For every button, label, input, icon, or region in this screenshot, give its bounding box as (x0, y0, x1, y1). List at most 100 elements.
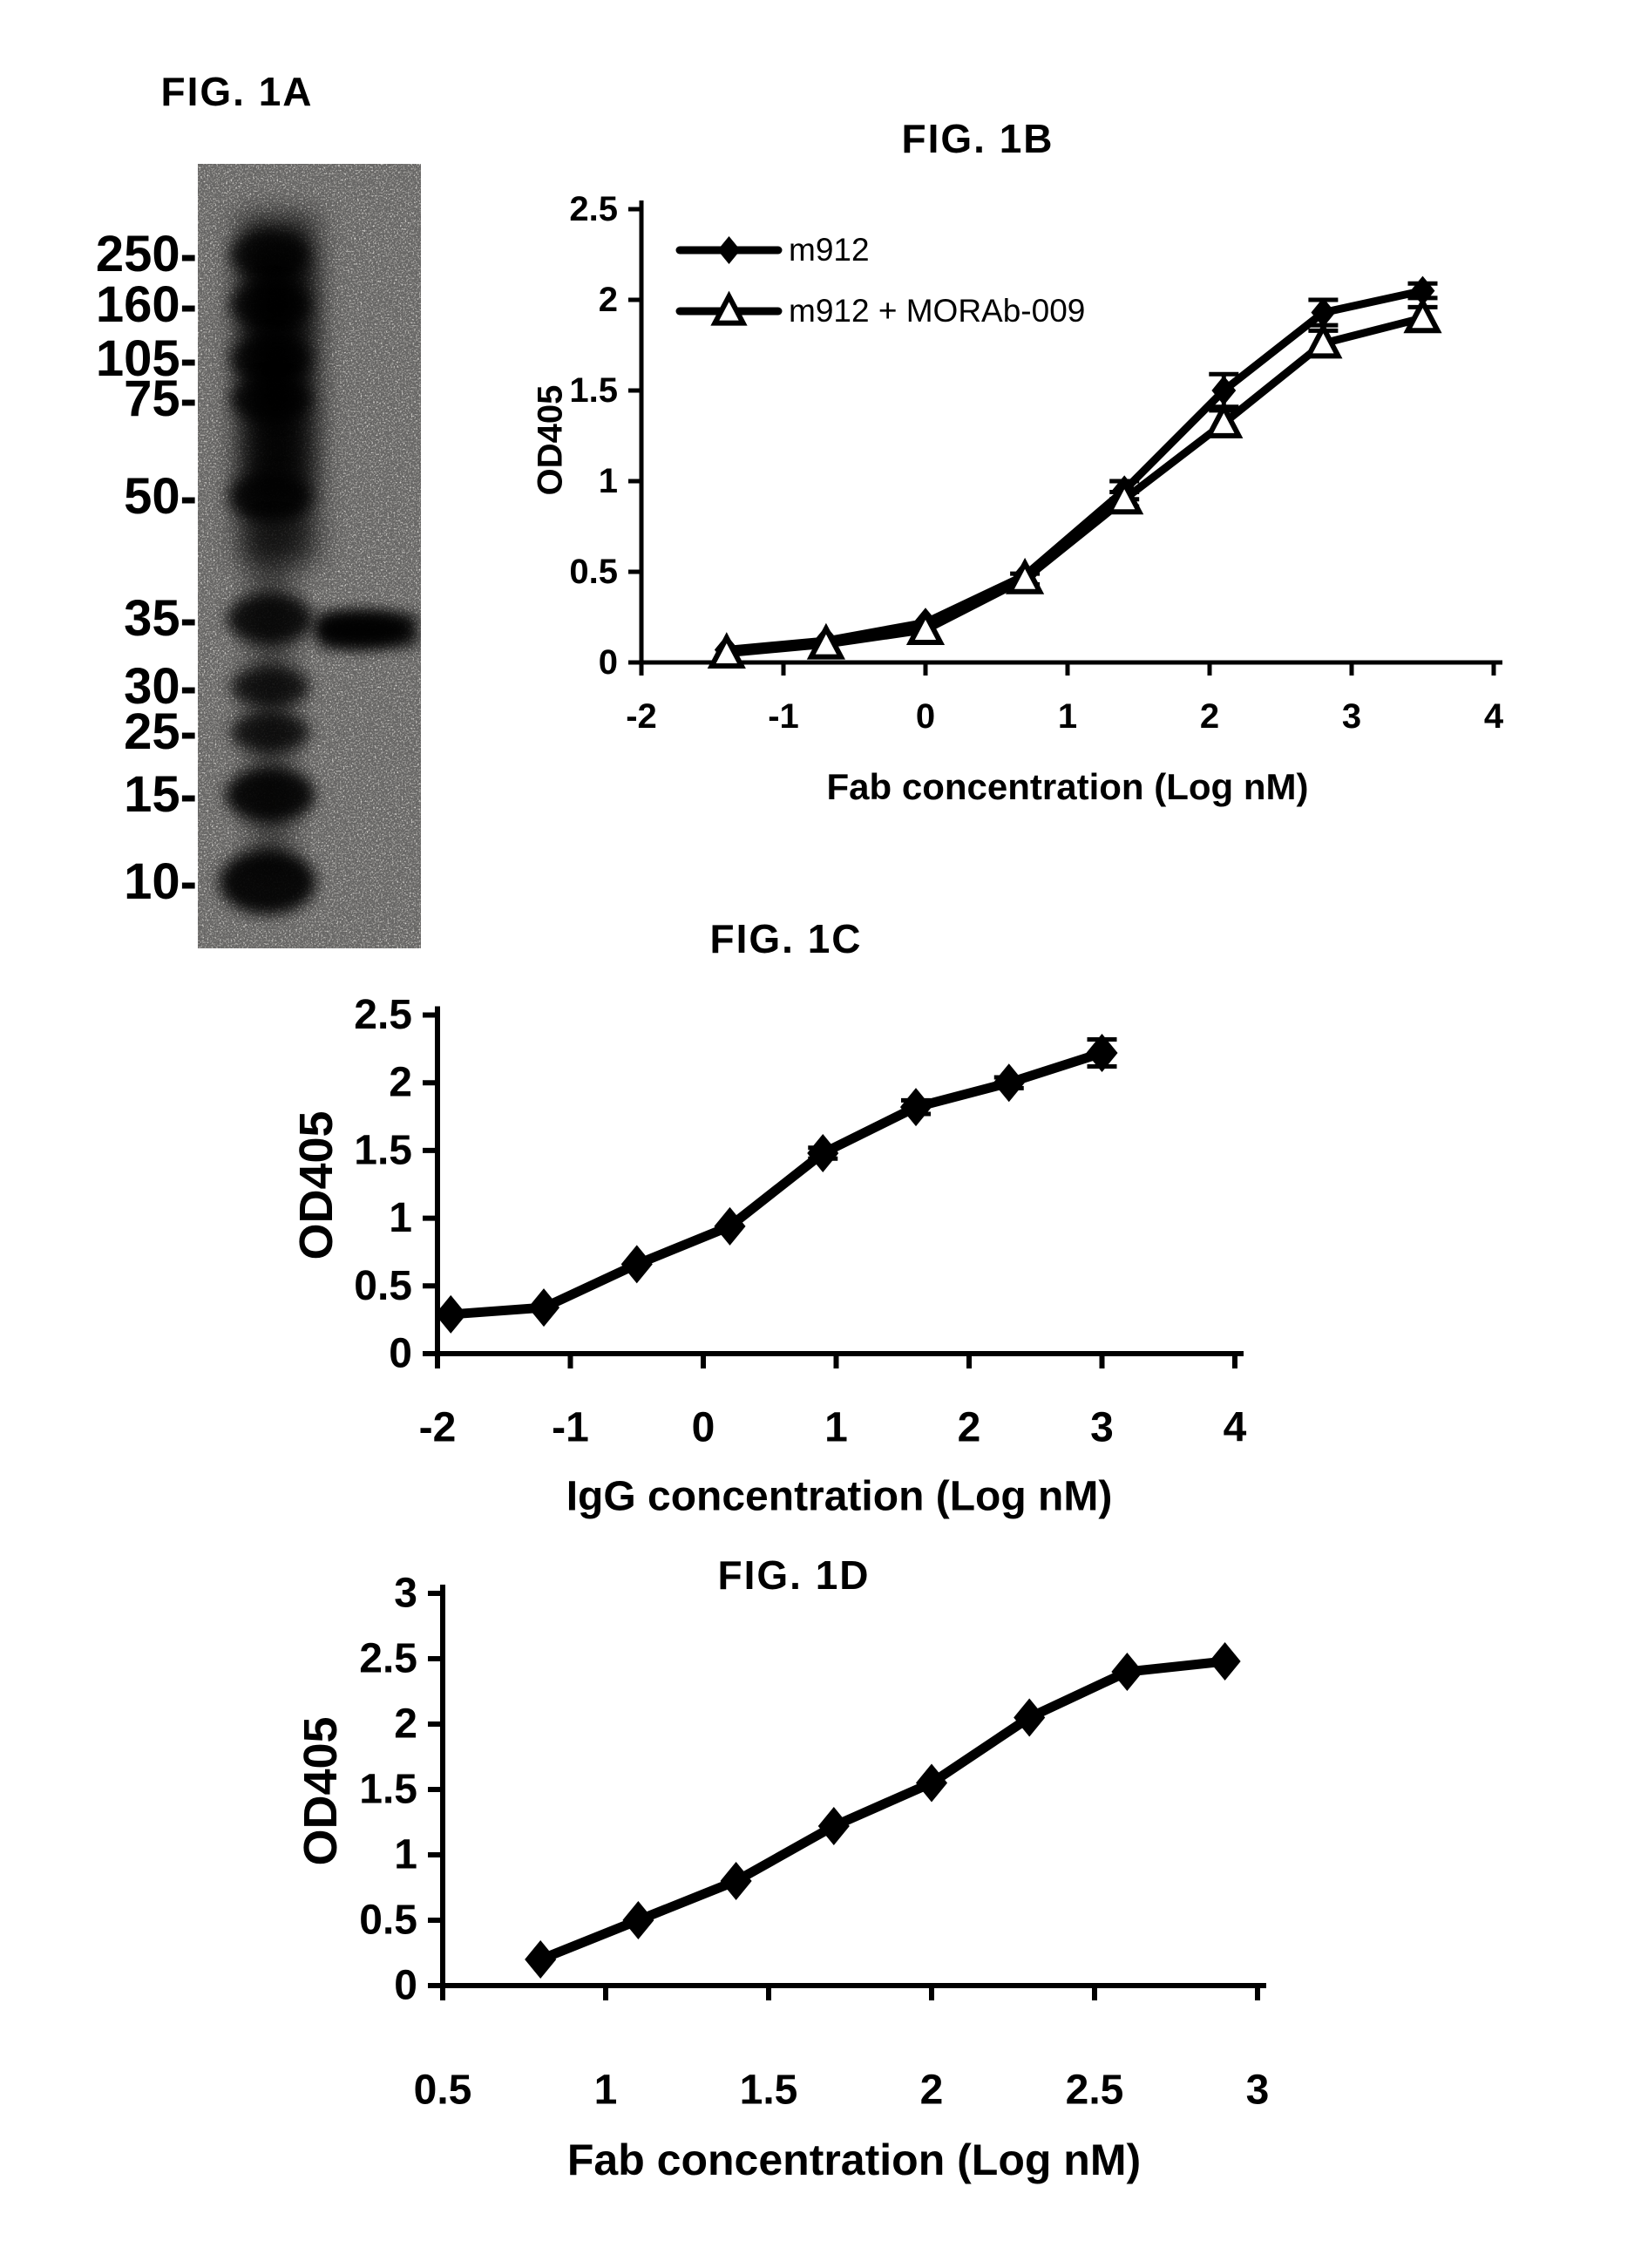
figC-x-tick-label: 2 (958, 1405, 981, 1451)
figB-data-point-diamond (913, 608, 938, 638)
figC-y-tick-label: 1 (389, 1195, 412, 1241)
figB-data-point-triangle (1403, 296, 1442, 334)
figD-x-axis-title: Fab concentration (Log nM) (566, 2136, 1142, 2184)
legend-label-m912-morab: m912 + MORAb-009 (789, 293, 1086, 329)
figB-x-tick-label: 2 (1200, 697, 1219, 736)
figB-legend-marker-triangle (710, 290, 748, 326)
figB-legend-marker-diamond (717, 236, 741, 264)
figD-y-tick-label: 0 (394, 1963, 417, 2009)
figB-data-point-triangle (1105, 478, 1144, 515)
fig-1c-title: FIG. 1C (709, 916, 863, 961)
figC-x-tick-label: 3 (1090, 1405, 1114, 1451)
gel-marker-label: 25- (124, 703, 197, 760)
gel-marker-label: 160- (95, 276, 197, 333)
figB-data-point-diamond (1311, 297, 1336, 328)
figC-x-tick-label: 1 (824, 1405, 848, 1451)
figB-y-axis-title: OD405 (531, 384, 570, 496)
gel-lane-ladder (219, 214, 316, 915)
figB-series-line-0 (722, 287, 1427, 654)
figC-x-tick-label: -1 (552, 1405, 589, 1451)
gel-marker-label: 15- (124, 766, 197, 823)
figD-x-tick-label: 3 (1246, 2068, 1270, 2114)
figB-data-point-diamond (1013, 560, 1038, 591)
figD-data-point-diamond (1209, 1642, 1241, 1681)
figB-series-line-1 (722, 314, 1427, 658)
figB-data-point-triangle (806, 622, 845, 660)
gel-marker-label: 35- (124, 590, 197, 647)
figB-data-point-diamond (714, 635, 739, 665)
figD-y-tick-label: 1.5 (359, 1767, 417, 1813)
figB-x-tick-label: 3 (1342, 697, 1361, 736)
figD-data-point-diamond (1014, 1698, 1046, 1737)
gel-marker-label: 250- (95, 226, 197, 282)
figB-data-point-triangle (1204, 402, 1244, 438)
figC-data-point-diamond (899, 1088, 932, 1127)
figD-x-tick-label: 2 (920, 2068, 944, 2114)
figB-y-tick-label: 1 (599, 462, 618, 500)
figD-data-point-diamond (622, 1901, 654, 1939)
figC-x-tick-label: 4 (1224, 1405, 1247, 1451)
figD-y-tick-label: 2.5 (359, 1636, 417, 1682)
figC-x-tick-label: -2 (419, 1405, 457, 1451)
figB-data-point-diamond (1211, 376, 1237, 405)
figB-x-tick-label: -2 (626, 697, 657, 736)
gel-marker-label: 10- (124, 853, 197, 910)
figB-data-point-diamond (813, 626, 838, 656)
figC-y-tick-label: 0 (389, 1331, 412, 1377)
figD-y-axis-title: OD405 (295, 1716, 347, 1866)
figB-x-tick-label: -1 (768, 697, 799, 736)
figB-data-point-triangle (1006, 557, 1045, 594)
figC-data-point-diamond (807, 1134, 839, 1173)
figD-y-tick-label: 0.5 (359, 1898, 417, 1944)
figB-data-point-diamond (1112, 475, 1137, 506)
figB-y-tick-label: 2.5 (569, 190, 618, 228)
figB-y-tick-label: 0.5 (569, 553, 618, 591)
figC-y-tick-label: 2.5 (354, 992, 412, 1038)
gel-blot-image (198, 164, 421, 948)
figD-x-tick-label: 2.5 (1066, 2068, 1124, 2114)
figB-data-point-triangle (905, 608, 946, 645)
gel-marker-label: 30- (124, 658, 197, 715)
figD-x-tick-label: 0.5 (414, 2068, 472, 2114)
figD-series-line-0 (535, 1656, 1231, 1965)
figD-data-point-diamond (525, 1940, 557, 1979)
figB-x-tick-label: 4 (1484, 697, 1504, 736)
figC-y-axis-title: OD405 (290, 1110, 342, 1260)
figD-data-point-diamond (720, 1862, 752, 1900)
figB-x-tick-label: 1 (1058, 697, 1077, 736)
fig-1b-title: FIG. 1B (901, 116, 1054, 161)
figC-data-point-diamond (1086, 1034, 1118, 1073)
figD-y-tick-label: 2 (394, 1701, 417, 1748)
figB-data-point-triangle (1304, 322, 1343, 359)
legend-label-m912: m912 (789, 232, 870, 268)
figC-x-tick-label: 0 (692, 1405, 715, 1451)
figC-y-tick-label: 2 (389, 1060, 412, 1106)
gel-marker-label: 50- (124, 468, 197, 525)
figC-data-point-diamond (620, 1245, 653, 1284)
figB-y-tick-label: 2 (599, 281, 618, 319)
figC-data-point-diamond (993, 1063, 1025, 1103)
figC-series-line-0 (445, 1048, 1107, 1320)
gel-marker-label: 105- (95, 330, 197, 387)
figD-data-point-diamond (1111, 1653, 1143, 1691)
figC-y-tick-label: 1.5 (354, 1127, 412, 1173)
figC-x-axis-title: IgG concentration (Log nM) (566, 1473, 1113, 1520)
figC-data-point-diamond (527, 1288, 560, 1328)
gel-sample-band (313, 610, 417, 648)
figC-data-point-diamond (714, 1206, 746, 1246)
figD-y-tick-label: 1 (394, 1832, 417, 1878)
figB-y-tick-label: 1.5 (569, 371, 618, 410)
fig-1a-title: FIG. 1A (160, 69, 314, 114)
gel-marker-label: 75- (124, 370, 197, 427)
figC-data-point-diamond (435, 1294, 467, 1334)
figD-data-point-diamond (915, 1763, 948, 1803)
figB-data-point-diamond (1410, 275, 1435, 306)
figB-x-tick-label: 0 (916, 697, 935, 736)
figB-x-axis-title: Fab concentration (Log nM) (826, 766, 1309, 807)
figD-data-point-diamond (817, 1807, 850, 1845)
figB-y-tick-label: 0 (599, 643, 618, 682)
figD-x-tick-label: 1.5 (740, 2068, 798, 2114)
figC-y-tick-label: 0.5 (354, 1263, 412, 1309)
figB-data-point-triangle (707, 632, 746, 669)
